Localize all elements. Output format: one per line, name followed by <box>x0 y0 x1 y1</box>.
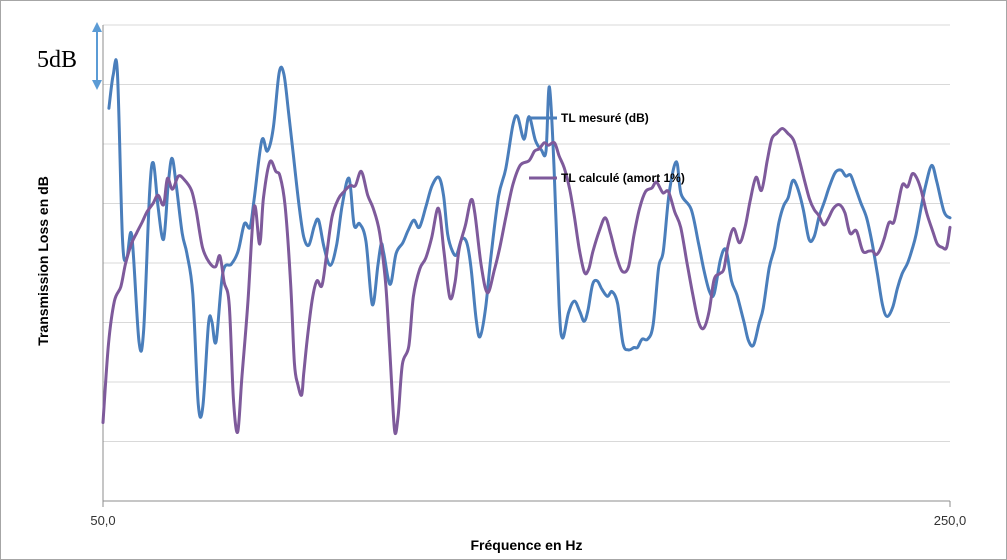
legend-label-tl-calcule: TL calculé (amort 1%) <box>561 171 685 185</box>
scale-annotation: 5dB <box>37 22 102 90</box>
series-line-tl-calcule <box>101 127 952 435</box>
gridlines <box>103 24 950 442</box>
series-line-tl-mesure <box>107 58 952 419</box>
x-axis-title: Fréquence en Hz <box>470 537 582 553</box>
y-axis-title: Transmission Loss en dB <box>35 176 51 346</box>
legend: TL mesuré (dB) TL calculé (amort 1%) <box>529 111 685 185</box>
x-tick-label: 50,0 <box>90 513 115 528</box>
x-tick-label: 250,0 <box>934 513 967 528</box>
scale-label: 5dB <box>37 47 77 73</box>
series-layer <box>101 58 952 435</box>
legend-label-tl-mesure: TL mesuré (dB) <box>561 111 649 125</box>
